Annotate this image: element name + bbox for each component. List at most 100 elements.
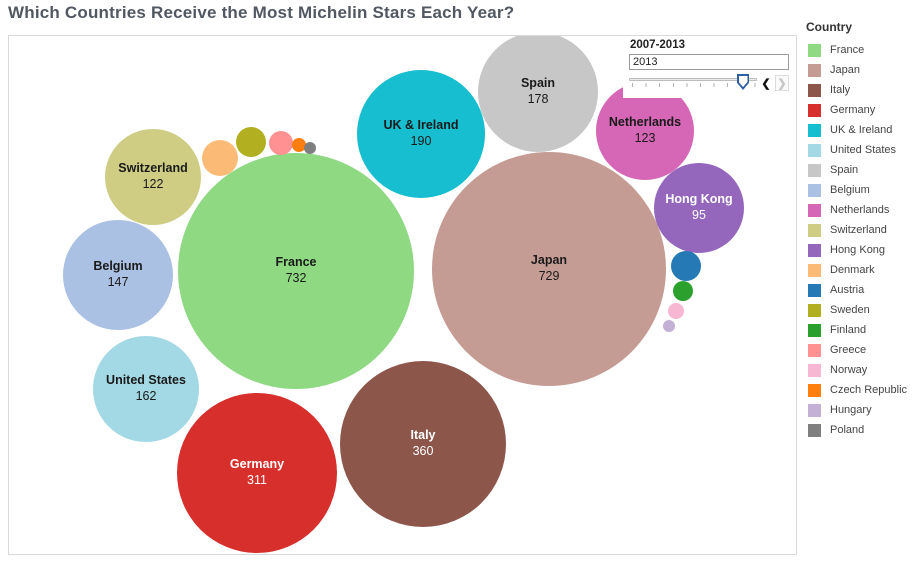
bubble-spain[interactable]: Spain 178 — [478, 36, 598, 152]
legend-item-label: Finland — [830, 324, 867, 336]
bubble-finland[interactable] — [673, 281, 693, 301]
bubble-label: United States 162 — [106, 373, 186, 404]
bubble-value: 311 — [247, 473, 267, 487]
legend-swatch-austria — [808, 283, 821, 297]
legend-swatch-germany — [808, 103, 821, 117]
legend-item-label: United States — [830, 144, 897, 156]
legend-item-united-states[interactable]: United States — [806, 140, 918, 160]
bubble-germany[interactable]: Germany 311 — [177, 393, 337, 553]
legend-item-sweden[interactable]: Sweden — [806, 300, 918, 320]
bubble-united-states[interactable]: United States 162 — [93, 336, 199, 442]
bubble-value: 360 — [412, 444, 434, 458]
legend-item-hungary[interactable]: Hungary — [806, 400, 918, 420]
year-filter-widget: 2007-2013 ❮ ❯ — [623, 36, 796, 98]
bubble-japan[interactable]: Japan 729 — [432, 152, 666, 386]
bubble-label: Spain 178 — [521, 76, 555, 107]
bubble-belgium[interactable]: Belgium 147 — [63, 220, 173, 330]
legend-item-label: Belgium — [830, 184, 870, 196]
legend-item-label: France — [830, 44, 865, 56]
bubble-sweden[interactable] — [236, 127, 266, 157]
bubble-country-name: Spain — [520, 76, 556, 91]
bubble-denmark[interactable] — [202, 140, 238, 176]
legend-item-hong-kong[interactable]: Hong Kong — [806, 240, 918, 260]
bubble-netherlands[interactable]: Netherlands 123 — [596, 82, 694, 180]
legend-item-switzerland[interactable]: Switzerland — [806, 220, 918, 240]
legend-item-label: Germany — [830, 104, 876, 116]
bubble-france[interactable]: France 732 — [178, 153, 414, 389]
bubble-poland[interactable] — [304, 142, 316, 154]
bubble-label: Italy 360 — [410, 428, 435, 459]
bubble-value: 732 — [285, 271, 307, 285]
slider-track[interactable] — [629, 78, 757, 81]
bubble-country-name: UK & Ireland — [383, 118, 459, 133]
bubble-greece[interactable] — [269, 131, 293, 155]
legend-item-spain[interactable]: Spain — [806, 160, 918, 180]
legend-swatch-greece — [808, 343, 821, 357]
bubble-label: Japan 729 — [531, 253, 567, 284]
bubble-austria[interactable] — [671, 251, 701, 281]
legend-item-label: Sweden — [830, 304, 870, 316]
bubble-label: France 732 — [276, 255, 317, 286]
legend-item-label: Hungary — [830, 404, 872, 416]
legend-swatch-belgium — [808, 183, 821, 197]
legend-item-austria[interactable]: Austria — [806, 280, 918, 300]
bubble-country-name: Netherlands — [608, 115, 682, 130]
slider-ticks — [632, 83, 756, 87]
legend-item-label: UK & Ireland — [830, 124, 893, 136]
next-year-button[interactable]: ❯ — [775, 75, 789, 91]
bubble-switzerland[interactable]: Switzerland 122 — [105, 129, 201, 225]
legend-item-label: Greece — [830, 344, 867, 356]
legend-item-czech-republic[interactable]: Czech Republic — [806, 380, 918, 400]
legend-item-label: Denmark — [830, 264, 875, 276]
legend-item-italy[interactable]: Italy — [806, 80, 918, 100]
bubble-label: Hong Kong 95 — [665, 192, 732, 223]
legend-item-germany[interactable]: Germany — [806, 100, 918, 120]
page-title: Which Countries Receive the Most Micheli… — [8, 3, 515, 22]
bubble-norway[interactable] — [668, 303, 684, 319]
legend-item-label: Norway — [830, 364, 868, 376]
legend-swatch-switzerland — [808, 223, 821, 237]
legend-title: Country — [806, 20, 852, 34]
legend-item-label: Japan — [830, 64, 860, 76]
legend-swatch-italy — [808, 83, 821, 97]
year-input[interactable] — [629, 54, 789, 70]
legend-swatch-france — [808, 43, 821, 57]
bubble-country-name: Italy — [410, 428, 436, 443]
bubble-uk-ireland[interactable]: UK & Ireland 190 — [357, 70, 485, 198]
legend-item-poland[interactable]: Poland — [806, 420, 918, 440]
slider-thumb-icon[interactable] — [737, 74, 749, 90]
previous-year-button[interactable]: ❮ — [761, 77, 771, 90]
bubble-country-name: Belgium — [93, 259, 143, 274]
bubble-country-name: Japan — [530, 253, 568, 268]
legend-swatch-norway — [808, 363, 821, 377]
bubble-hungary[interactable] — [663, 320, 675, 332]
bubble-italy[interactable]: Italy 360 — [340, 361, 506, 527]
bubble-value: 122 — [142, 177, 164, 191]
legend-swatch-netherlands — [808, 203, 821, 217]
year-slider[interactable] — [629, 74, 757, 91]
legend-item-greece[interactable]: Greece — [806, 340, 918, 360]
legend-item-label: Spain — [830, 164, 859, 176]
legend-item-norway[interactable]: Norway — [806, 360, 918, 380]
bubble-hong-kong[interactable]: Hong Kong 95 — [654, 163, 744, 253]
legend-item-france[interactable]: France — [806, 40, 918, 60]
legend-item-japan[interactable]: Japan — [806, 60, 918, 80]
legend-item-belgium[interactable]: Belgium — [806, 180, 918, 200]
bubble-value: 95 — [692, 208, 706, 222]
legend-swatch-czech-republic — [808, 383, 821, 397]
legend-swatch-uk-ireland — [808, 123, 821, 137]
bubble-czech-republic[interactable] — [292, 138, 306, 152]
legend-swatch-united-states — [808, 143, 821, 157]
legend-item-label: Austria — [830, 284, 865, 296]
legend-swatch-sweden — [808, 303, 821, 317]
legend-item-netherlands[interactable]: Netherlands — [806, 200, 918, 220]
legend-swatch-denmark — [808, 263, 821, 277]
legend-items: France Japan Italy Germany UK & Ireland Unite… — [806, 40, 918, 440]
legend-item-denmark[interactable]: Denmark — [806, 260, 918, 280]
bubble-chart-panel: France 732 Japan 729 Italy 360 Germany 311 UK & … — [8, 35, 797, 555]
bubble-value: 162 — [135, 389, 157, 403]
legend-item-finland[interactable]: Finland — [806, 320, 918, 340]
legend-swatch-poland — [808, 423, 821, 437]
legend-item-uk-ireland[interactable]: UK & Ireland — [806, 120, 918, 140]
